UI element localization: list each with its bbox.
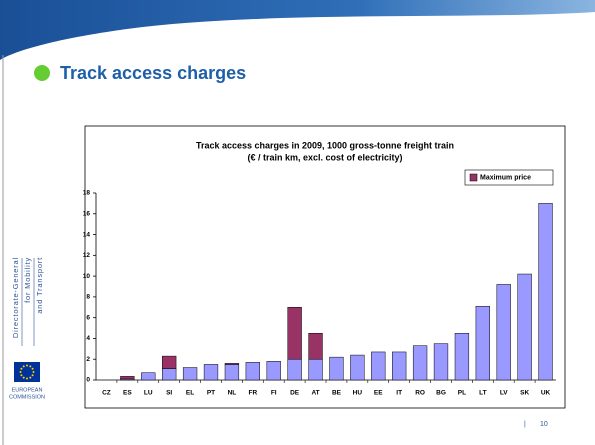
legend-swatch — [469, 173, 478, 182]
bar-segment — [350, 354, 365, 381]
x-tick-label: FR — [248, 390, 257, 397]
x-tick-label: ES — [123, 390, 132, 397]
x-tick-label: PT — [207, 390, 215, 397]
chart-title: Track access charges in 2009, 1000 gross… — [196, 140, 454, 150]
x-tick-label: PL — [458, 390, 466, 397]
bar-segment — [266, 361, 281, 381]
chart-subtitle: (€ / train km, excl. cost of electricity… — [247, 152, 402, 162]
bar-segment — [538, 203, 553, 381]
x-tick-label: AT — [311, 390, 319, 397]
y-tick-label: 10 — [83, 273, 91, 280]
sidebar: Directorate-General for Mobility and Tra… — [9, 257, 45, 401]
sidebar-line: Directorate-General — [11, 257, 20, 338]
bullet — [34, 65, 50, 81]
x-tick-label: LT — [479, 390, 486, 397]
y-tick-label: 16 — [83, 210, 91, 217]
legend-label: Maximum price — [480, 174, 531, 181]
bar-segment — [308, 358, 323, 381]
bar-segment — [287, 307, 302, 360]
bar-segment — [496, 284, 511, 381]
x-tick-label: LU — [144, 390, 153, 397]
x-tick-label: DE — [290, 390, 300, 397]
x-tick-label: NL — [228, 390, 237, 397]
bar-segment — [120, 376, 135, 380]
x-tick-label: LV — [500, 390, 508, 397]
y-tick-label: 2 — [86, 356, 90, 363]
logo-text: EUROPEAN — [12, 387, 43, 393]
y-tick-label: 8 — [86, 294, 90, 301]
y-tick-label: 6 — [86, 314, 90, 321]
x-tick-label: IT — [396, 390, 402, 397]
chart-frame — [84, 125, 566, 409]
x-tick-label: HU — [353, 390, 363, 397]
x-tick-label: EL — [186, 390, 194, 397]
bar-segment — [329, 356, 344, 381]
bar-segment — [287, 358, 302, 381]
bar-segment — [433, 343, 449, 381]
eu-stars — [19, 364, 35, 380]
bar-segment — [224, 364, 240, 381]
x-tick-label: BE — [332, 390, 342, 397]
bar-segment — [454, 333, 470, 381]
bar-segment — [141, 372, 156, 381]
x-tick-label: SK — [520, 390, 529, 397]
bar-segment — [517, 273, 532, 381]
y-tick-label: 12 — [83, 252, 91, 259]
x-tick-label: UK — [541, 390, 551, 397]
page-separator: | — [524, 421, 526, 428]
x-tick-label: SI — [166, 390, 172, 397]
x-tick-label: FI — [271, 390, 277, 397]
bar-segment — [475, 305, 490, 381]
x-tick-label: CZ — [102, 390, 111, 397]
x-tick-label: EE — [374, 390, 383, 397]
y-tick-label: 0 — [86, 377, 90, 384]
y-tick-label: 18 — [83, 190, 91, 197]
logo-text: COMMISSION — [9, 394, 45, 400]
sidebar-line: and Transport — [35, 257, 44, 314]
eu-flag — [14, 362, 40, 382]
x-tick-label: BG — [436, 390, 446, 397]
bar-segment — [182, 367, 198, 381]
bar-segment — [371, 351, 386, 381]
bar-segment — [308, 333, 323, 360]
x-tick-label: RO — [415, 390, 425, 397]
bar-segment — [245, 362, 260, 381]
bar-segment — [203, 364, 219, 381]
page-number: 10 — [540, 421, 548, 428]
header-band — [0, 0, 595, 60]
bar-segment — [162, 355, 177, 369]
y-tick-label: 4 — [86, 335, 90, 342]
bar-segment — [392, 351, 407, 381]
bar-segment — [162, 368, 177, 381]
bar-segment — [224, 363, 240, 365]
sidebar-line: for Mobility — [23, 257, 32, 303]
y-tick-label: 14 — [83, 231, 91, 238]
legend-frame — [464, 169, 554, 186]
bar-segment — [412, 345, 428, 381]
slide-title: Track access charges — [60, 63, 246, 83]
